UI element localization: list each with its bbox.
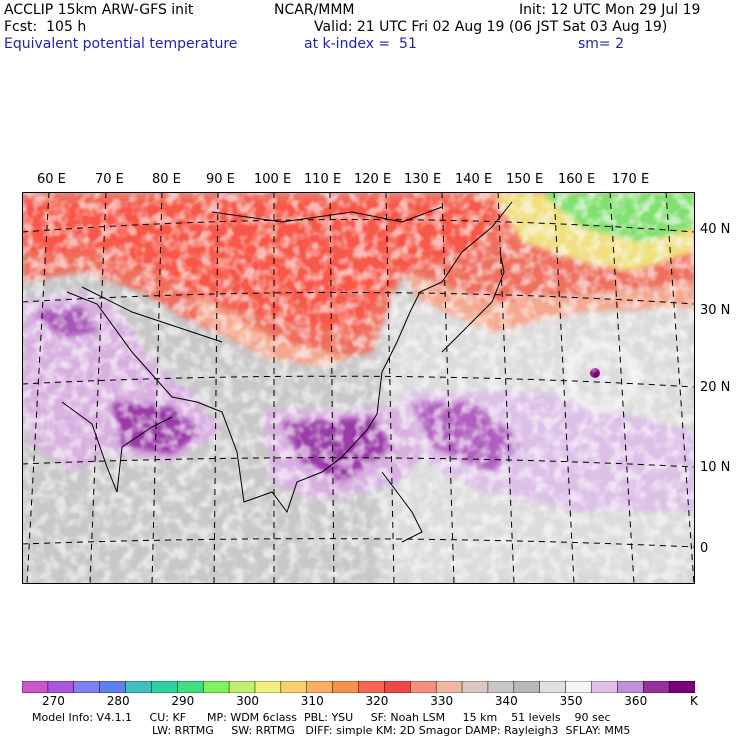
map-frame (22, 192, 695, 584)
longitude-label: 70 E (95, 172, 124, 187)
longitude-label: 100 E (254, 172, 292, 187)
colorbar-swatch (306, 681, 334, 693)
colorbar-unit: K (690, 694, 698, 708)
longitude-label: 110 E (304, 172, 342, 187)
colorbar-tick-label: 340 (494, 694, 518, 708)
theta-e-map (22, 192, 695, 584)
colorbar-swatch (617, 681, 644, 693)
colorbar-swatch (358, 681, 386, 693)
colorbar-swatch (202, 681, 230, 693)
center-title: NCAR/MMM (274, 2, 355, 18)
border-himalaya (81, 286, 223, 343)
colorbar-swatch (125, 681, 153, 693)
coastline-japan (441, 251, 505, 353)
colorbar-tick-label: 310 (300, 694, 324, 708)
coastline-asia (66, 201, 513, 514)
colorbar-swatch (332, 681, 360, 693)
colorbar-swatch (513, 681, 541, 693)
colorbar-tick-label: 290 (171, 694, 195, 708)
latitude-label: 40 N (700, 222, 731, 237)
init-time: Init: 12 UTC Mon 29 Jul 19 (519, 2, 701, 18)
colorbar (22, 681, 695, 693)
coastline-india (61, 401, 173, 493)
colorbar-swatch (435, 681, 463, 693)
longitude-label: 130 E (404, 172, 442, 187)
model-info-line1: Model Info: V4.1.1 CU: KF MP: WDM 6class… (32, 711, 611, 724)
longitude-label: 80 E (152, 172, 181, 187)
colorbar-swatch (228, 681, 256, 693)
colorbar-tick-label: 360 (624, 694, 648, 708)
colorbar-tick-label: 320 (365, 694, 389, 708)
colorbar-tick-label: 350 (559, 694, 583, 708)
colorbar-swatch (539, 681, 567, 693)
colorbar-swatch (668, 681, 695, 693)
colorbar-swatch (461, 681, 489, 693)
colorbar-swatch (47, 681, 75, 693)
smoothing: sm= 2 (578, 36, 625, 52)
longitude-label: 60 E (37, 172, 66, 187)
latitude-label: 30 N (700, 303, 731, 318)
colorbar-swatch (254, 681, 282, 693)
latitude-label: 20 N (700, 380, 731, 395)
colorbar-swatch (73, 681, 101, 693)
colorbar-swatch (487, 681, 515, 693)
longitude-label: 120 E (354, 172, 392, 187)
longitude-label: 90 E (206, 172, 235, 187)
longitude-label: 150 E (506, 172, 544, 187)
colorbar-swatch (22, 681, 49, 693)
colorbar-swatch (280, 681, 308, 693)
colorbar-swatch (565, 681, 593, 693)
colorbar-tick-label: 280 (106, 694, 130, 708)
colorbar-swatch (151, 681, 179, 693)
level-index: at k-index = 51 (304, 36, 417, 52)
colorbar-swatch (384, 681, 412, 693)
colorbar-swatch (410, 681, 437, 693)
valid-time: Valid: 21 UTC Fri 02 Aug 19 (06 JST Sat … (314, 19, 668, 35)
colorbar-tick-label: 300 (236, 694, 259, 708)
speckle-overlay (22, 192, 695, 584)
latitude-label: 0 (700, 541, 709, 556)
border-mongolia (211, 206, 443, 223)
longitude-label: 170 E (612, 172, 650, 187)
forecast-hour: Fcst: 105 h (4, 19, 87, 35)
colorbar-swatch (99, 681, 127, 693)
colorbar-swatch (591, 681, 619, 693)
colorbar-swatch (642, 681, 670, 693)
colorbar-swatch (177, 681, 204, 693)
coastline-philippines (381, 471, 423, 543)
colorbar-tick-label: 270 (42, 694, 65, 708)
latitude-label: 10 N (700, 460, 731, 475)
longitude-label: 160 E (558, 172, 596, 187)
colorbar-tick-label: 330 (430, 694, 454, 708)
model-info-line2: LW: RRTMG SW: RRTMG DIFF: simple KM: 2D … (152, 724, 631, 737)
longitude-label: 140 E (455, 172, 493, 187)
model-title: ACCLIP 15km ARW-GFS init (4, 2, 194, 18)
field-name: Equivalent potential temperature (4, 36, 238, 52)
